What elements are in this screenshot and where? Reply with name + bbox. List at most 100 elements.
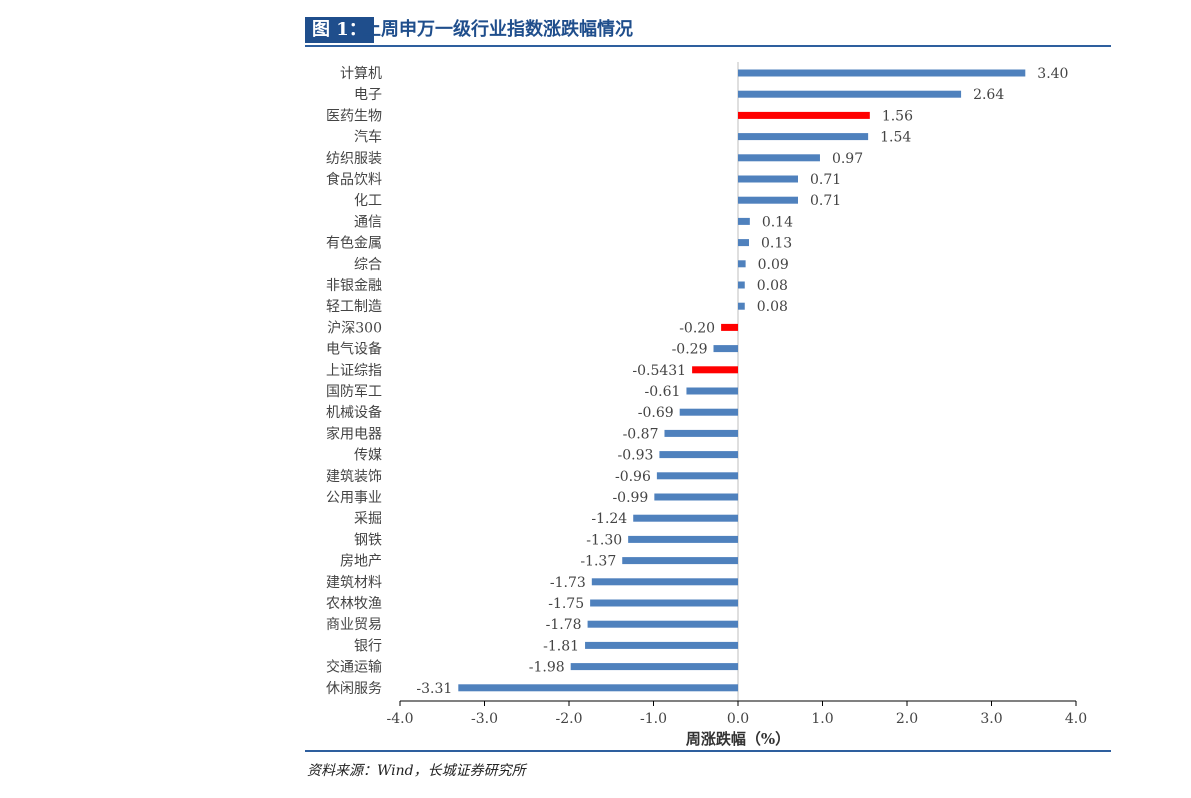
data-label: -1.24: [591, 511, 627, 527]
category-label: 医药生物: [326, 108, 382, 124]
bar: [738, 302, 745, 310]
category-label: 传媒: [354, 448, 382, 464]
bar: [738, 239, 749, 247]
data-label: -1.75: [548, 596, 584, 612]
category-label: 纺织服装: [326, 151, 382, 167]
data-label: -1.78: [546, 617, 582, 633]
category-label: 采掘: [354, 511, 382, 527]
bar: [738, 260, 746, 268]
data-label: 2.64: [973, 87, 1004, 103]
category-label: 有色金属: [326, 235, 382, 252]
bar: [738, 217, 750, 225]
bar: [686, 387, 738, 395]
data-label: -0.29: [672, 342, 708, 358]
data-label: -3.31: [416, 681, 452, 697]
data-label: 1.54: [880, 130, 911, 146]
bar: [738, 133, 869, 141]
data-label: -0.93: [618, 448, 654, 464]
bar: [664, 429, 738, 437]
bar: [458, 684, 738, 692]
category-label: 电子: [354, 87, 382, 103]
bar: [692, 366, 738, 374]
category-label: 国防军工: [326, 384, 382, 400]
category-label: 建筑材料: [326, 575, 382, 591]
data-label: 0.08: [757, 299, 788, 315]
x-tick-label: 2.0: [896, 711, 918, 727]
category-label: 家用电器: [326, 425, 382, 442]
data-label: -0.99: [612, 490, 648, 506]
data-label: -0.5431: [632, 363, 686, 379]
data-label: 0.97: [832, 151, 863, 167]
bar: [679, 408, 738, 416]
bar: [738, 196, 798, 204]
data-label: 3.40: [1037, 66, 1068, 82]
data-label: -1.73: [550, 575, 586, 591]
bar: [738, 69, 1026, 77]
data-label: 0.71: [810, 193, 841, 209]
source-note: 资料来源：Wind，长城证券研究所: [307, 763, 526, 779]
category-label: 综合: [354, 257, 382, 273]
data-label: -1.98: [529, 660, 565, 676]
data-label: 0.13: [761, 236, 792, 252]
category-label: 房地产: [340, 554, 382, 570]
bar: [654, 493, 738, 501]
data-label: -0.69: [638, 405, 674, 421]
category-label: 汽车: [354, 129, 382, 146]
data-label: -1.37: [580, 554, 616, 570]
bar: [585, 641, 738, 649]
bar: [738, 154, 820, 162]
data-label: -0.61: [645, 384, 681, 400]
bar: [738, 90, 962, 98]
data-label: 0.08: [757, 278, 788, 294]
x-tick-label: 0.0: [727, 711, 749, 727]
category-label: 非银金融: [326, 278, 382, 294]
x-tick-label: 4.0: [1065, 711, 1087, 727]
bar: [659, 451, 738, 459]
bar: [738, 111, 870, 119]
category-label: 轻工制造: [326, 299, 382, 315]
category-label: 建筑装饰: [326, 469, 382, 485]
data-label: -0.96: [615, 469, 651, 485]
category-label: 化工: [354, 193, 382, 209]
footer-rule: [305, 750, 1111, 752]
data-label: 0.71: [810, 172, 841, 188]
data-label: -0.87: [623, 426, 659, 442]
x-tick-label: -3.0: [471, 711, 498, 727]
bar: [721, 323, 738, 331]
bar: [633, 514, 738, 522]
x-tick-label: -4.0: [387, 711, 414, 727]
chart-title-bar: 图 1： 上周申万一级行业指数涨跌幅情况: [305, 17, 1111, 47]
x-axis-label: 周涨跌幅（%）: [686, 730, 790, 748]
data-label: 1.56: [882, 108, 913, 124]
category-label: 商业贸易: [326, 617, 382, 633]
category-label: 银行: [354, 638, 382, 654]
category-label: 钢铁: [354, 532, 382, 548]
category-label: 通信: [354, 214, 382, 230]
bar: [656, 472, 738, 480]
bar: [713, 345, 738, 353]
bar: [622, 557, 738, 565]
category-label: 休闲服务: [326, 681, 382, 697]
chart-title: 上周申万一级行业指数涨跌幅情况: [363, 19, 633, 40]
category-label: 电气设备: [326, 341, 382, 358]
bar: [628, 535, 738, 543]
bar: [738, 175, 798, 183]
category-label: 计算机: [340, 66, 382, 82]
category-label: 上证综指: [326, 363, 382, 379]
x-tick-label: 3.0: [980, 711, 1002, 727]
data-label: 0.14: [762, 214, 793, 230]
bar: [590, 599, 738, 607]
x-tick-label: -2.0: [556, 711, 583, 727]
bar: [587, 620, 738, 628]
category-label: 机械设备: [326, 404, 382, 421]
category-label: 食品饮料: [326, 171, 382, 188]
category-label: 公用事业: [326, 490, 382, 506]
bar: [738, 281, 745, 289]
bar: [570, 663, 738, 671]
data-label: -1.81: [543, 638, 579, 654]
category-label: 农林牧渔: [326, 596, 382, 612]
x-tick-label: -1.0: [640, 711, 667, 727]
data-label: 0.09: [758, 257, 789, 273]
x-tick-label: 1.0: [811, 711, 833, 727]
